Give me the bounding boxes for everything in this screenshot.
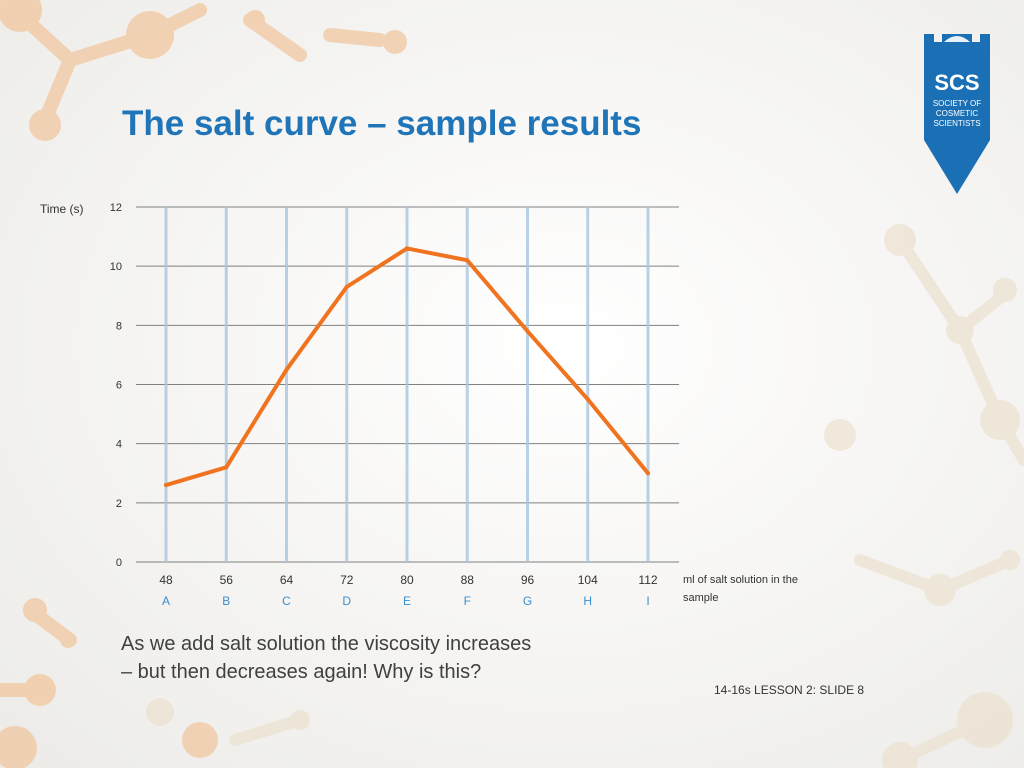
x-tick-letter: G	[523, 594, 532, 608]
slide-number: 14-16s LESSON 2: SLIDE 8	[714, 683, 865, 697]
logo-abbr: SCS	[934, 70, 979, 95]
series-point	[465, 258, 470, 263]
x-tick-letter: B	[222, 594, 230, 608]
y-tick-label: 0	[116, 557, 122, 569]
logo-line-2: COSMETIC	[936, 109, 978, 118]
caption-line-1: As we add salt solution the viscosity in…	[121, 633, 532, 655]
x-axis-label: ml of salt solution in the sample	[683, 574, 801, 604]
x-tick-letter: D	[342, 594, 351, 608]
y-tick-label: 2	[116, 498, 122, 510]
y-tick-label: 6	[116, 380, 122, 392]
x-tick-letter: C	[282, 594, 291, 608]
chart-y-tick-labels: 0 2 4 6 8 10 12	[110, 202, 122, 569]
x-tick-letter: H	[583, 594, 592, 608]
slide-title: The salt curve – sample results	[122, 104, 642, 143]
series-point	[284, 367, 289, 372]
y-axis-label: Time (s)	[40, 202, 84, 216]
x-tick-label: 48	[159, 573, 173, 587]
x-axis-label-line-2: sample	[683, 592, 718, 604]
x-tick-letter: I	[646, 594, 649, 608]
x-tick-letter: F	[464, 594, 471, 608]
y-tick-label: 8	[116, 320, 122, 332]
series-point	[224, 465, 229, 470]
series-point	[525, 329, 530, 334]
x-tick-label: 80	[400, 573, 414, 587]
y-tick-label: 12	[110, 202, 122, 214]
y-tick-label: 4	[116, 439, 122, 451]
slide-caption: As we add salt solution the viscosity in…	[121, 630, 641, 686]
x-tick-letter: E	[403, 594, 411, 608]
series-point	[585, 397, 590, 402]
logo-line-1: SOCIETY OF	[933, 99, 981, 108]
series-point	[344, 284, 349, 289]
scs-logo: SCS SOCIETY OF COSMETIC SCIENTISTS	[924, 34, 990, 194]
x-tick-label: 72	[340, 573, 354, 587]
x-tick-label: 104	[578, 573, 598, 587]
x-tick-label: 112	[638, 573, 657, 587]
series-point	[405, 246, 409, 251]
x-axis-label-line-1: ml of salt solution in the	[683, 574, 798, 586]
x-tick-label: 56	[220, 573, 234, 587]
y-tick-label: 10	[110, 261, 122, 273]
chart-x-tick-labels: 48 A 56 B 64 C 72 D 80 E 88 F 96 G 104 H 112 I	[159, 573, 658, 608]
x-tick-letter: A	[162, 594, 170, 608]
x-tick-label: 88	[461, 573, 475, 587]
series-point	[164, 483, 168, 488]
x-tick-label: 96	[521, 573, 535, 587]
chart-category-droplines	[164, 207, 650, 562]
caption-line-2: – but then decreases again! Why is this?	[121, 661, 482, 683]
logo-line-3: SCIENTISTS	[933, 119, 980, 128]
series-point	[646, 471, 650, 476]
x-tick-label: 64	[280, 573, 294, 587]
chart-series	[164, 246, 650, 488]
